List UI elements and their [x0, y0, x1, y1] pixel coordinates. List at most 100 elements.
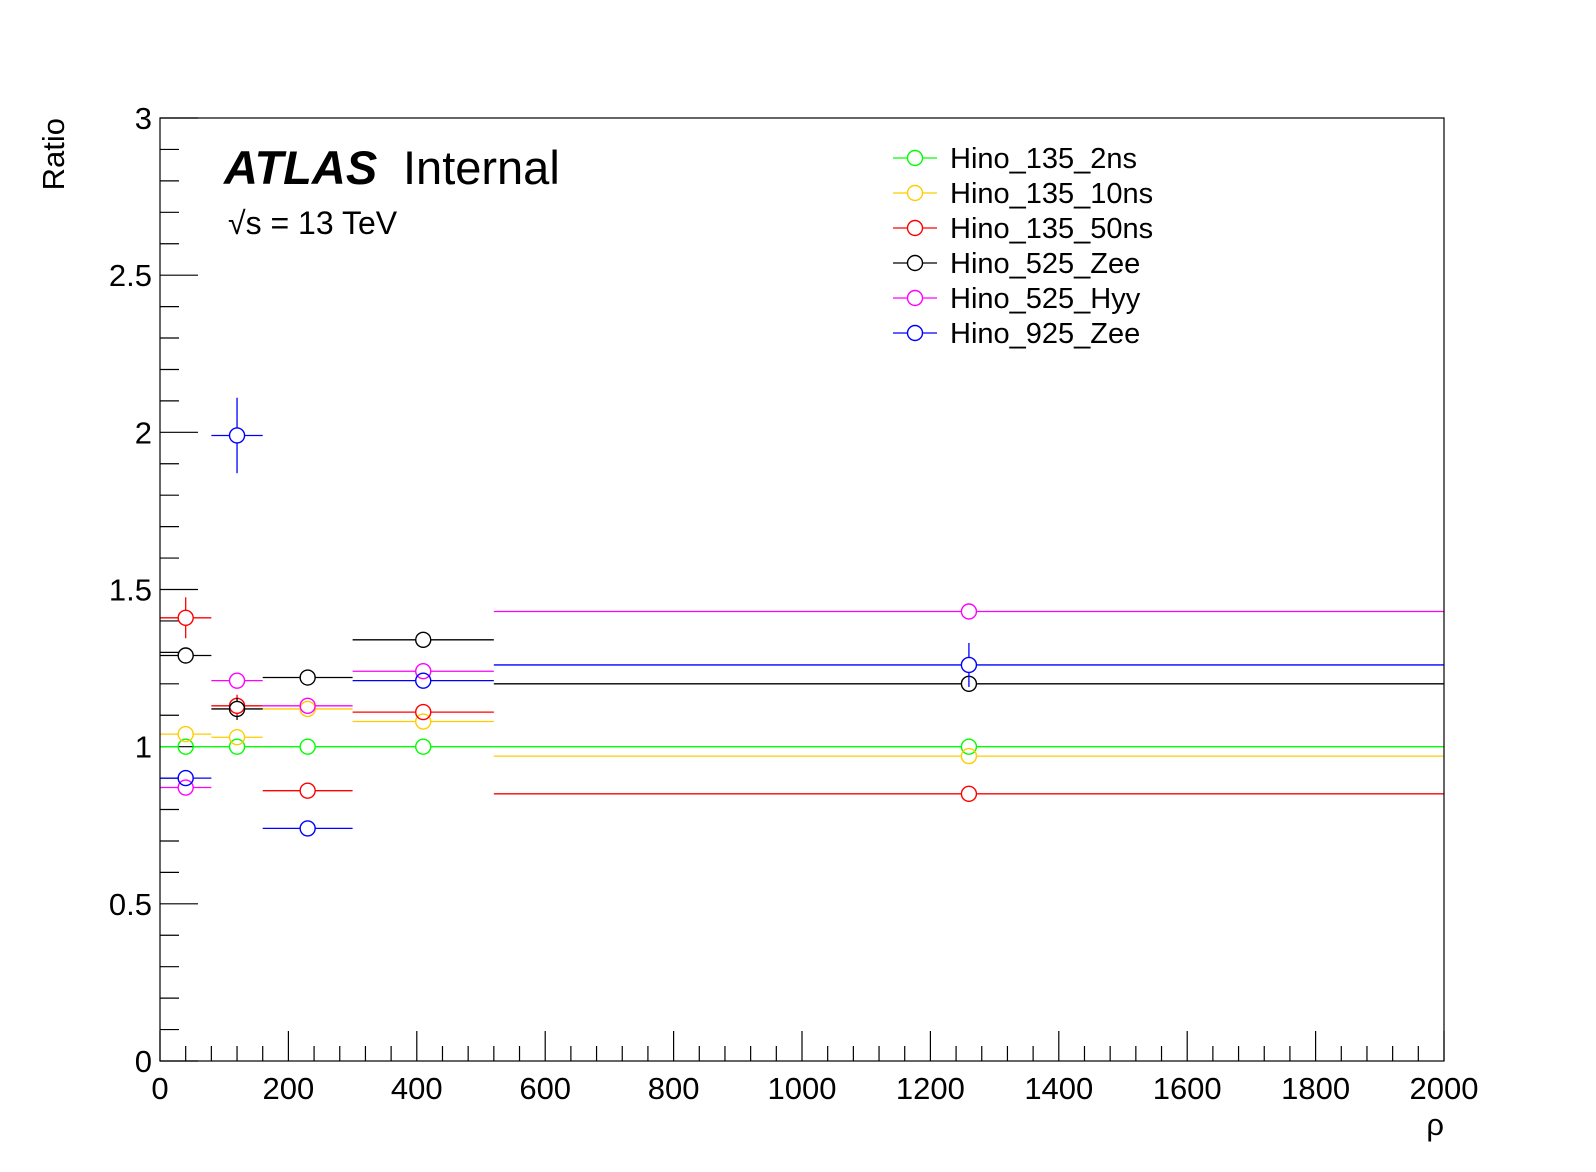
data-point [352, 713, 494, 730]
y-tick-label: 1 [135, 730, 152, 765]
point-marker [960, 747, 978, 765]
point-marker [415, 738, 432, 755]
data-point [352, 631, 494, 648]
point-marker [228, 729, 246, 746]
energy-label: √s = 13 TeV [228, 205, 398, 241]
x-tick-label: 1800 [1281, 1071, 1350, 1106]
data-point [160, 597, 212, 639]
y-axis-title: Ratio [36, 118, 71, 190]
x-tick-label: 2000 [1410, 1071, 1479, 1106]
point-marker [299, 820, 316, 837]
point-marker [177, 769, 194, 787]
series-Hino_135_2ns [160, 738, 1444, 755]
point-marker [177, 725, 194, 743]
point-marker [177, 779, 194, 796]
series-Hino_925_Zee [160, 397, 1444, 837]
legend-marker [906, 149, 924, 167]
x-tick-labels: 0 200 400 600 800 1000 1200 1400 1600 1800 2000 [151, 1071, 1478, 1106]
data-point [262, 782, 353, 799]
x-tick-label: 200 [263, 1071, 315, 1106]
atlas-annotation: ATLAS Internal √s = 13 TeV [223, 141, 560, 241]
x-tick-label: 0 [151, 1071, 168, 1106]
legend-label: Hino_135_10ns [950, 178, 1153, 210]
energy-sqrt: √s [228, 205, 262, 241]
atlas-label: ATLAS [223, 141, 377, 194]
y-tick-labels: 0 0.5 1 1.5 2 2.5 3 [109, 101, 152, 1079]
series-Hino_525_Hyy [160, 603, 1444, 796]
point-marker [299, 738, 316, 755]
point-marker [228, 427, 246, 444]
point-marker [415, 672, 432, 689]
point-marker [960, 656, 978, 674]
data-point [160, 779, 212, 796]
status-label: Internal [403, 141, 560, 194]
x-axis-title: ρ [1426, 1107, 1444, 1142]
data-point [493, 747, 1444, 765]
legend-marker [906, 324, 924, 342]
legend-item: Hino_525_Hyy [893, 283, 1141, 315]
y-tick-label: 3 [135, 101, 152, 136]
series-layer [160, 397, 1444, 837]
data-point [160, 769, 212, 787]
data-point [352, 672, 494, 689]
y-tick-label: 0 [135, 1044, 152, 1079]
point-marker [960, 603, 978, 620]
x-tick-label: 1400 [1024, 1071, 1093, 1106]
data-point [352, 663, 494, 680]
data-point [262, 697, 353, 715]
data-point [160, 738, 212, 755]
point-marker [415, 713, 432, 730]
x-tick-label: 400 [391, 1071, 443, 1106]
data-point [493, 642, 1444, 687]
data-point [493, 738, 1444, 755]
point-marker [299, 669, 316, 686]
legend-item: Hino_525_Zee [893, 248, 1140, 280]
data-point [352, 738, 494, 755]
point-marker [177, 609, 194, 626]
x-tick-label: 800 [648, 1071, 700, 1106]
series-Hino_135_10ns [160, 700, 1444, 765]
legend-marker [906, 184, 924, 202]
y-tick-label: 1.5 [109, 573, 152, 608]
data-point [160, 647, 212, 664]
axis-ticks [159, 117, 1445, 1062]
data-point [262, 820, 353, 837]
point-marker [960, 738, 978, 755]
legend-marker [906, 289, 924, 307]
legend-label: Hino_135_2ns [950, 143, 1137, 175]
point-marker [299, 782, 316, 799]
point-marker [228, 700, 246, 718]
data-point [211, 697, 263, 720]
data-point [211, 672, 263, 689]
legend-item: Hino_135_50ns [893, 213, 1153, 245]
data-point [262, 669, 353, 686]
legend-item: Hino_925_Zee [893, 318, 1140, 350]
legend-marker [906, 219, 924, 237]
point-marker [228, 672, 246, 689]
x-tick-label: 1600 [1153, 1071, 1222, 1106]
data-point [352, 703, 494, 721]
x-tick-label: 600 [519, 1071, 571, 1106]
plot-frame [159, 117, 1445, 1062]
point-marker [415, 631, 432, 648]
x-tick-label: 1000 [768, 1071, 837, 1106]
data-point [262, 738, 353, 755]
data-point [211, 729, 263, 746]
point-marker [960, 785, 978, 803]
data-point [493, 675, 1444, 692]
data-point [160, 725, 212, 743]
legend-marker [906, 254, 924, 272]
energy-value: = 13 TeV [262, 205, 398, 241]
legend-item: Hino_135_2ns [893, 143, 1137, 175]
data-point [493, 603, 1444, 620]
y-tick-label: 2.5 [109, 258, 152, 293]
data-point [211, 397, 263, 474]
point-marker [177, 647, 194, 664]
y-tick-label: 0.5 [109, 887, 152, 922]
point-marker [415, 663, 432, 680]
legend: Hino_135_2nsHino_135_10nsHino_135_50nsHi… [893, 143, 1153, 350]
x-tick-label: 1200 [896, 1071, 965, 1106]
series-Hino_525_Zee [160, 631, 1444, 720]
